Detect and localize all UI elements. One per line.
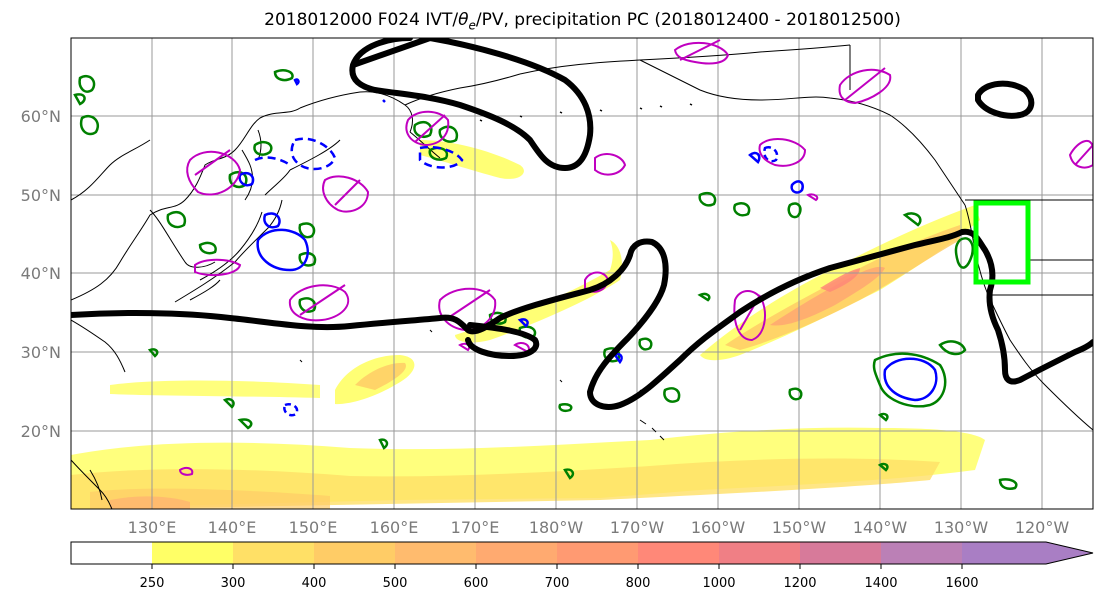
lat-label-40n: 40°N	[21, 264, 61, 283]
colorbar-segment-700	[557, 542, 638, 564]
lon-label-170e: 170°E	[451, 518, 500, 537]
lon-label-130e: 130°E	[128, 518, 177, 537]
colorbar-segment-1400	[881, 542, 962, 564]
lat-label-60n: 60°N	[21, 107, 61, 126]
colorbar-tick-1000: 1000	[702, 576, 735, 591]
colorbar-tick-800: 800	[626, 576, 651, 591]
latitude-labels: 60°N 50°N 40°N 30°N 20°N	[21, 107, 61, 441]
lon-label-140w: 140°W	[853, 518, 908, 537]
colorbar-extend-arrow	[1046, 542, 1093, 564]
colorbar-tick-400: 400	[302, 576, 327, 591]
colorbar-segment-250	[152, 542, 233, 564]
colorbar-segment-600	[476, 542, 557, 564]
lon-label-150w: 150°W	[772, 518, 827, 537]
lat-label-20n: 20°N	[21, 422, 61, 441]
colorbar-segment-500	[395, 542, 476, 564]
precip-pc-contours	[178, 39, 1093, 476]
lon-label-160w: 160°W	[691, 518, 746, 537]
pv-contours	[238, 78, 938, 417]
lon-label-180w: 180°W	[529, 518, 584, 537]
colorbar: 250 300 400 500 600 700 800 1000 1200 14…	[70, 541, 1094, 591]
colorbar-segment-400	[314, 542, 395, 564]
colorbar-outline	[70, 541, 1094, 565]
colorbar-tick-300: 300	[221, 576, 246, 591]
lon-label-160e: 160°E	[370, 518, 419, 537]
longitude-labels: 130°E 140°E 150°E 160°E 170°E 180°W 170°…	[128, 518, 1070, 537]
graticule	[71, 38, 1093, 509]
colorbar-tick-1600: 1600	[945, 576, 978, 591]
lon-label-130w: 130°W	[934, 518, 989, 537]
colorbar-segment-below	[71, 542, 152, 564]
target-box	[973, 200, 1031, 285]
lon-label-150e: 150°E	[289, 518, 338, 537]
ivt-contours	[71, 38, 1093, 410]
lon-label-120w: 120°W	[1015, 518, 1070, 537]
colorbar-tick-500: 500	[383, 576, 408, 591]
colorbar-tick-700: 700	[545, 576, 570, 591]
colorbar-segment-300	[233, 542, 314, 564]
colorbar-segment-1200	[800, 542, 881, 564]
colorbar-segment-800	[638, 542, 719, 564]
colorbar-segment-1000	[719, 542, 800, 564]
colorbar-segment-1600	[962, 542, 1046, 564]
lat-label-50n: 50°N	[21, 186, 61, 205]
chart-title: 2018012000 F024 IVT/θe/PV, precipitation…	[264, 10, 901, 33]
colorbar-tick-1200: 1200	[783, 576, 816, 591]
lat-label-30n: 30°N	[21, 343, 61, 362]
colorbar-tick-250: 250	[140, 576, 165, 591]
lon-label-170w: 170°W	[610, 518, 665, 537]
map-frame	[70, 37, 1094, 510]
colorbar-tick-1400: 1400	[864, 576, 897, 591]
colorbar-tick-600: 600	[464, 576, 489, 591]
lon-label-140e: 140°E	[208, 518, 257, 537]
